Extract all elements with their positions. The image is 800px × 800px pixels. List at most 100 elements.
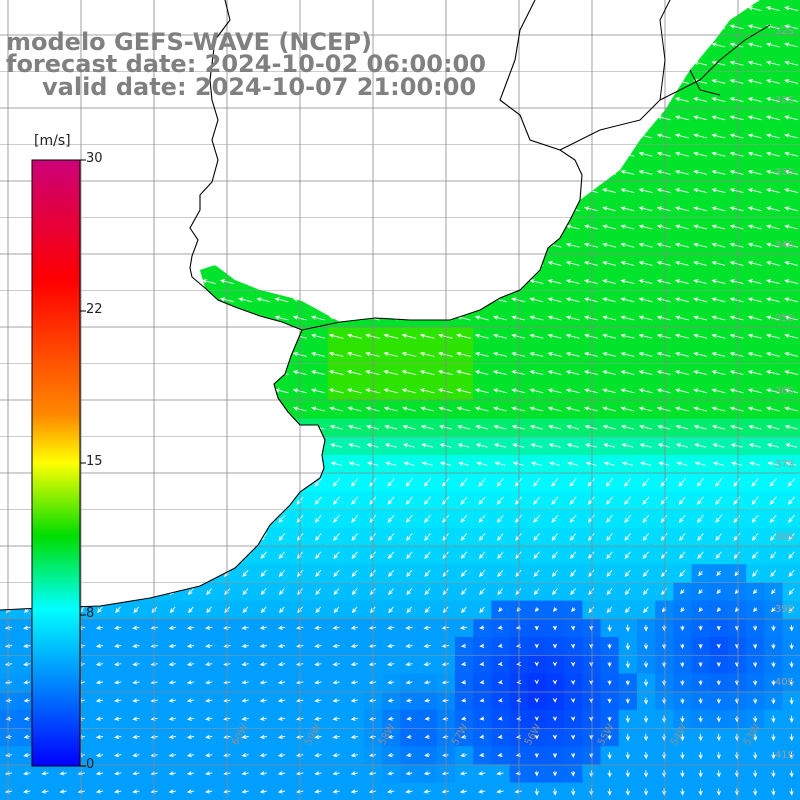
wind-arrow	[314, 514, 322, 523]
wind-arrow	[475, 443, 488, 448]
wind-arrow	[548, 443, 561, 448]
ocean-cell	[327, 673, 347, 693]
wind-arrow	[529, 370, 544, 376]
wind-arrow	[496, 478, 504, 487]
wind-arrow	[114, 734, 122, 740]
wind-arrow	[277, 625, 286, 630]
wind-arrow	[97, 606, 103, 614]
ocean-cell	[491, 582, 511, 602]
wind-arrow	[314, 716, 322, 721]
wind-arrow	[565, 279, 580, 285]
wind-arrow	[729, 315, 744, 321]
wind-arrow	[387, 771, 395, 776]
wind-arrow	[478, 514, 486, 523]
wind-arrow	[753, 733, 758, 742]
wind-arrow	[729, 370, 744, 376]
ocean-cell	[546, 473, 565, 492]
wind-arrow	[278, 514, 286, 523]
wind-arrow	[132, 734, 140, 740]
wind-arrow	[350, 789, 358, 794]
wind-arrow	[789, 661, 794, 668]
wind-arrow	[551, 478, 559, 487]
ocean-cell	[91, 637, 110, 656]
wind-arrow	[277, 662, 286, 667]
wind-arrow	[765, 370, 780, 376]
wind-arrow	[638, 206, 653, 212]
ocean-cell	[236, 728, 256, 747]
wind-arrow	[406, 588, 413, 596]
wind-arrow	[765, 42, 780, 48]
ocean-cell	[327, 491, 347, 511]
wind-arrow	[350, 625, 358, 630]
wind-arrow	[625, 770, 630, 778]
wind-arrow	[406, 734, 412, 739]
wind-arrow	[753, 625, 758, 632]
lat-label-41s: 41S	[774, 750, 794, 761]
wind-arrow	[278, 569, 285, 577]
ocean-cell	[109, 691, 128, 711]
wind-arrow	[711, 206, 726, 212]
ocean-cell	[418, 709, 438, 729]
wind-arrow	[492, 370, 507, 376]
ocean-cell	[418, 564, 438, 583]
wind-arrow	[350, 771, 358, 776]
wind-arrow	[625, 661, 630, 669]
wind-arrow	[674, 279, 689, 285]
ocean-cell	[145, 637, 165, 656]
wind-arrow	[674, 242, 689, 248]
wind-arrow	[662, 733, 667, 742]
colorbar-unit: [m/s]	[34, 133, 71, 149]
lat-label-35s: 35S	[774, 313, 794, 324]
wind-arrow	[41, 771, 49, 776]
ocean-cell	[0, 655, 19, 674]
ocean-cell	[455, 491, 474, 511]
wind-arrow	[533, 478, 541, 487]
wind-arrow	[479, 752, 485, 758]
wind-arrow	[789, 625, 794, 632]
wind-arrow	[784, 206, 799, 212]
wind-arrow	[765, 351, 780, 357]
wind-arrow	[387, 716, 394, 721]
wind-arrow	[765, 151, 780, 157]
wind-arrow	[589, 698, 594, 704]
wind-arrow	[277, 771, 286, 776]
wind-arrow	[661, 588, 667, 596]
wind-arrow	[729, 351, 744, 357]
wind-arrow	[457, 461, 470, 466]
wind-arrow	[680, 715, 685, 723]
ocean-cell	[782, 382, 800, 401]
wind-arrow	[643, 624, 649, 632]
wind-arrow	[748, 424, 762, 430]
wind-arrow	[460, 643, 467, 648]
ocean-cell	[218, 637, 238, 656]
ocean-cell	[400, 709, 420, 729]
ocean-cell	[236, 637, 256, 656]
wind-arrow	[693, 406, 708, 412]
ocean-cell	[382, 564, 401, 583]
wind-arrow	[638, 388, 653, 394]
ocean-cell	[782, 218, 800, 238]
wind-arrow	[606, 551, 613, 560]
wind-arrow	[547, 333, 562, 339]
wind-arrow	[310, 388, 325, 394]
wind-arrow	[606, 533, 613, 541]
wind-arrow	[674, 115, 689, 121]
ocean-cell	[327, 564, 347, 583]
wind-arrow	[534, 716, 539, 722]
wind-arrow	[751, 478, 759, 487]
wind-arrow	[693, 206, 708, 212]
wind-arrow	[697, 533, 704, 541]
ocean-cell	[273, 546, 292, 565]
wind-arrow	[205, 625, 213, 630]
wind-arrow	[114, 680, 122, 685]
wind-arrow	[314, 496, 322, 505]
ocean-cell	[455, 582, 474, 602]
wind-arrow	[387, 496, 395, 505]
wind-arrow	[478, 551, 486, 560]
wind-arrow	[315, 606, 322, 614]
wind-arrow	[315, 569, 322, 577]
wind-arrow	[607, 788, 612, 796]
ocean-cell	[673, 473, 693, 492]
wind-arrow	[662, 679, 667, 687]
ocean-cell	[418, 546, 438, 565]
